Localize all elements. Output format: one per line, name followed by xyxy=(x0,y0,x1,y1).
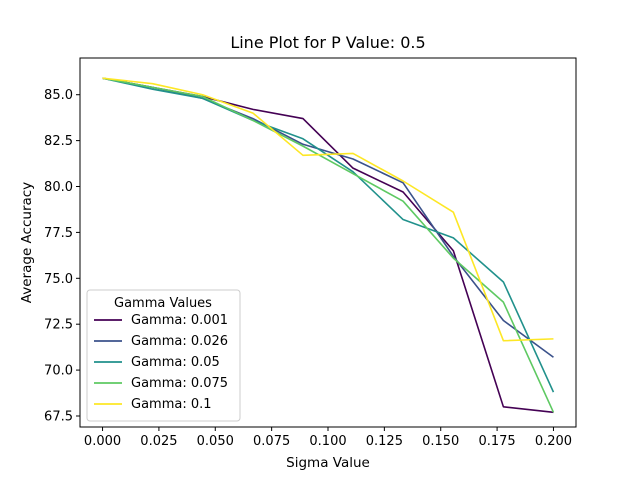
series-line-5 xyxy=(102,77,554,342)
x-axis-label: Sigma Value xyxy=(286,455,370,471)
y-tick-label: 85.0 xyxy=(44,88,73,103)
y-tick-label: 77.5 xyxy=(44,226,73,241)
legend-label: Gamma: 0.05 xyxy=(131,355,220,370)
y-axis-label: Average Accuracy xyxy=(19,182,35,303)
y-tick-label: 80.0 xyxy=(44,180,73,195)
series-line-3 xyxy=(102,77,555,393)
legend-box xyxy=(86,289,241,422)
legend-items: Gamma: 0.001 Gamma: 0.026 Gamma: 0.05 Gamma… xyxy=(94,313,228,412)
x-tick-label: 0.150 xyxy=(422,434,459,449)
legend-label: Gamma: 0.001 xyxy=(131,313,228,328)
x-tick-label: 0.025 xyxy=(140,434,177,449)
legend-title: Gamma Values xyxy=(114,296,212,311)
chart-title: Line Plot for P Value: 0.5 xyxy=(230,33,425,52)
y-tick-label: 70.0 xyxy=(44,364,73,379)
x-axis-ticks: 0.000 0.025 0.050 0.075 0.100 0.125 0.150 0.175… xyxy=(84,427,572,449)
y-tick-label: 67.5 xyxy=(44,409,73,424)
y-tick-label: 82.5 xyxy=(44,134,73,149)
y-axis-ticks: 67.5 70.0 72.5 75.0 77.5 80.0 82.5 85.0 xyxy=(44,88,80,424)
x-tick-label: 0.075 xyxy=(253,434,290,449)
legend-label: Gamma: 0.1 xyxy=(131,397,212,412)
series-line-2 xyxy=(102,77,554,358)
x-tick-label: 0.000 xyxy=(84,434,121,449)
legend-label: Gamma: 0.026 xyxy=(131,334,228,349)
y-tick-label: 75.0 xyxy=(44,272,73,287)
x-tick-label: 0.175 xyxy=(478,434,515,449)
x-tick-label: 0.200 xyxy=(535,434,572,449)
y-tick-label: 72.5 xyxy=(44,318,73,333)
x-tick-label: 0.125 xyxy=(366,434,403,449)
series-line-4 xyxy=(102,77,555,413)
x-tick-label: 0.050 xyxy=(197,434,234,449)
legend-label: Gamma: 0.075 xyxy=(131,376,228,391)
x-tick-label: 0.100 xyxy=(309,434,346,449)
series-layer xyxy=(102,77,555,414)
